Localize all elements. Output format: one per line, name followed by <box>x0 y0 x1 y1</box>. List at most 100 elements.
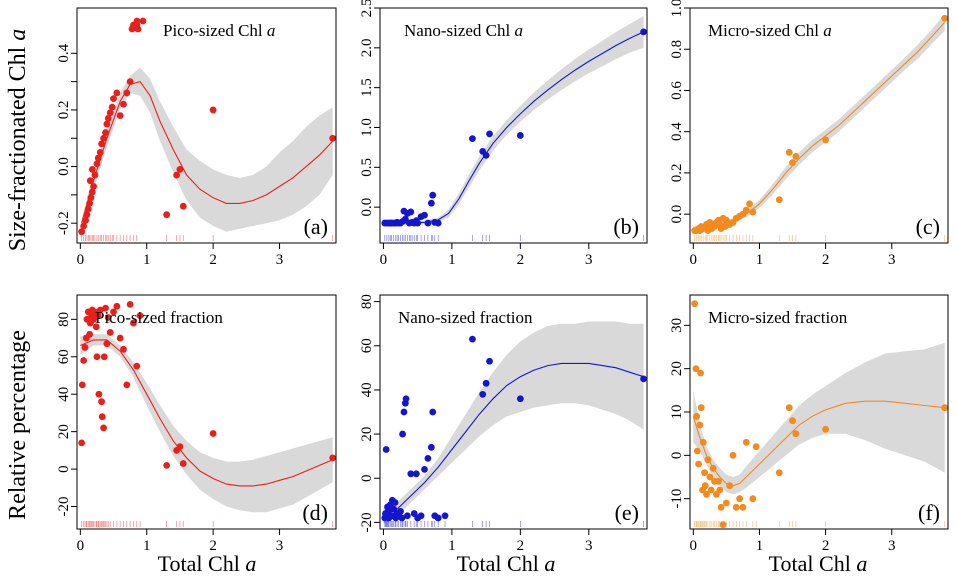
panel-e-ytick-label: 60 <box>359 338 375 353</box>
panel-e-point <box>400 408 408 416</box>
panel-c-ytick-label: 0.8 <box>669 40 685 59</box>
panel-d-point <box>80 357 88 364</box>
panel-e-point <box>516 395 524 403</box>
panel-f-point <box>706 473 714 481</box>
panel-b-ytick-label: 2.0 <box>359 38 375 57</box>
panel-e-point <box>434 514 442 522</box>
legend-dot <box>133 17 141 25</box>
panel-d-point <box>130 319 137 327</box>
panel-f-point <box>691 300 699 308</box>
panel-f-point <box>726 482 734 490</box>
panel-f-point <box>749 495 757 503</box>
panel-c-xtick-label: 1 <box>756 252 764 268</box>
panel-f-title-text: Micro-sized fraction <box>708 308 848 327</box>
panel-e-xtick-label: 3 <box>585 538 593 554</box>
panel-a-letter: (a) <box>304 214 328 239</box>
legend-dot <box>134 25 142 33</box>
panel-d-point <box>123 381 131 389</box>
panel-f-point <box>697 369 704 377</box>
xlabel-left-italic: a <box>245 551 256 576</box>
panel-a-ytick-label: 0.0 <box>56 157 72 176</box>
panel-d-point <box>163 461 171 469</box>
panel-a-point <box>116 112 124 119</box>
panel-e-point <box>417 512 425 520</box>
panel-f-point <box>822 425 830 433</box>
panel-a-point <box>87 194 95 202</box>
panel-f-ytick-label: 0 <box>669 452 685 460</box>
panel-d-point <box>113 302 121 310</box>
panel-c-point <box>941 14 948 22</box>
panel-e: -20 0 20 40 60 80 0 1 2 3 Nano-sized fraction (e) <box>359 294 648 554</box>
panel-a-confidence-band <box>81 67 333 232</box>
panel-f-point <box>736 495 744 503</box>
panel-a-point <box>103 120 111 128</box>
panel-f-xtick-label: 2 <box>822 538 830 554</box>
panel-d-point <box>104 314 112 321</box>
panel-e-point <box>398 514 406 522</box>
panel-a-point <box>209 106 217 114</box>
panel-c-xtick-label: 2 <box>822 252 830 268</box>
panel-e-point <box>441 512 449 520</box>
panel-d-point <box>329 454 336 462</box>
panel-b-point <box>414 219 422 227</box>
panel-c-xtick-label: 3 <box>888 252 896 268</box>
panel-e-ytick-label: 0 <box>359 474 375 482</box>
panel-b-xtick-label: 0 <box>380 252 388 268</box>
panel-a-point <box>163 211 171 219</box>
panel-a-point <box>110 95 117 103</box>
panel-a-ytick-label: 0.4 <box>56 43 72 62</box>
panel-b-ytick-label: 1.5 <box>359 78 375 97</box>
panel-c-ytick-label: 0.2 <box>669 164 685 183</box>
panel-a-point <box>176 165 184 173</box>
panel-a-point <box>329 134 336 142</box>
panel-a-point <box>113 89 121 97</box>
panel-e-point <box>399 430 406 438</box>
panel-d-point <box>90 315 98 323</box>
panel-c-point <box>742 206 750 214</box>
panel-e-point <box>486 357 493 365</box>
panel-d-ytick-label: -20 <box>56 497 72 517</box>
panel-b-ytick-label: 0.5 <box>359 158 375 177</box>
panel-f-confidence-band <box>693 342 945 495</box>
panel-d-frame <box>76 294 337 530</box>
panel-f-point <box>716 486 724 494</box>
panel-c-title: Micro-sized Chl a <box>708 21 832 40</box>
panel-e-xtick-label: 1 <box>448 538 456 554</box>
panel-f-point <box>742 438 750 446</box>
panel-b-point <box>407 208 415 216</box>
panel-f-point <box>729 451 737 459</box>
panel-d-point <box>100 424 107 432</box>
panel-b-point <box>434 219 442 227</box>
panel-e-point <box>382 446 390 453</box>
panel-f-point <box>941 404 948 412</box>
panel-a-title: Pico-sized Chl a <box>163 21 275 40</box>
panel-d: -20 0 20 40 60 80 0 1 2 3 Pico-sized fraction (d) <box>56 294 337 554</box>
panel-c-ytick-label: 0.6 <box>669 81 685 100</box>
panel-a-point <box>90 182 98 190</box>
panel-b-point <box>421 211 428 219</box>
panel-f-point <box>717 503 725 511</box>
panel-a-point <box>173 171 181 179</box>
panel-a-point <box>84 205 92 213</box>
panel-c-point <box>749 208 757 216</box>
panel-f-point <box>732 503 740 511</box>
panel-c-fit-line <box>693 22 946 230</box>
panel-d-point <box>94 312 102 319</box>
panel-d-point <box>86 330 94 338</box>
panel-f-point <box>785 404 793 412</box>
panel-d-point <box>96 306 104 314</box>
panel-f-ytick-label: -10 <box>669 489 685 509</box>
panel-e-plot-area <box>381 321 647 527</box>
panel-b-title-text: Nano-sized Chl <box>404 21 514 40</box>
xlabel-right-text: Total Chl <box>769 551 857 576</box>
panel-e-letter: (e) <box>615 500 639 525</box>
panel-f-point <box>715 477 722 485</box>
panel-d-ytick-label: 0 <box>56 465 72 473</box>
panel-c-plot-area <box>691 14 948 241</box>
panel-f-point <box>704 456 712 464</box>
panel-a-point <box>98 140 105 148</box>
panel-f-ytick-label: 20 <box>669 361 685 376</box>
legend-dot <box>139 17 147 25</box>
panel-f-point <box>692 365 700 373</box>
panel-f-point <box>752 443 760 451</box>
